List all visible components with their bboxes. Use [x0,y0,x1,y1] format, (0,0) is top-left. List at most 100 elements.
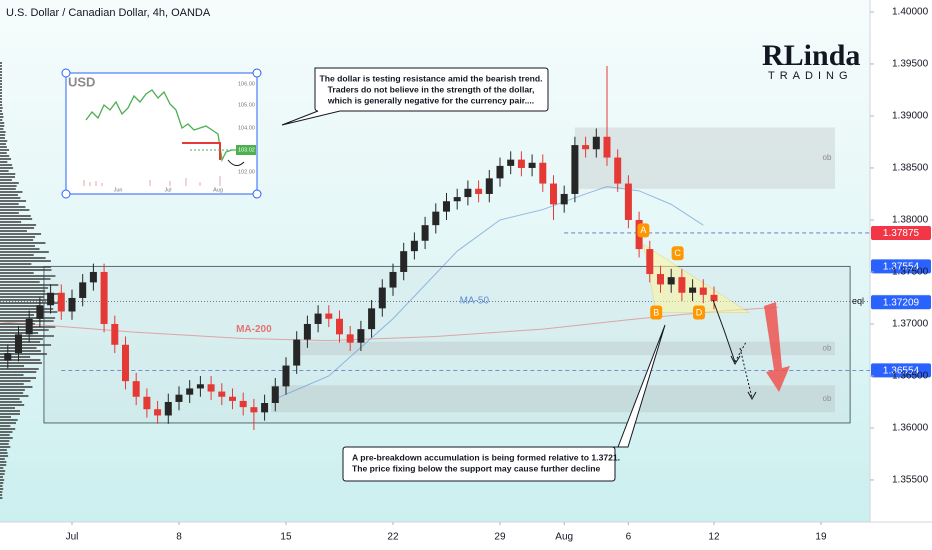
profile-bar [0,137,5,139]
profile-bar [0,119,3,121]
candle-body [432,211,440,226]
candles [4,66,718,431]
y-tick-label: 1.40000 [892,7,929,18]
profile-bar [0,383,24,385]
inset-price-label: 103.02 [238,147,255,153]
candle-body [47,292,55,306]
handle[interactable] [61,68,71,78]
profile-bar [0,86,2,88]
price-tag-note: eql [852,296,864,306]
annotation-line: The dollar is testing resistance amid th… [319,73,542,83]
pattern-label: C [674,248,681,258]
candle-body [368,308,376,330]
candle-body [485,178,493,194]
candle-body [528,162,536,168]
profile-bar [0,131,6,133]
candle-body [699,287,707,295]
profile-bar [0,356,31,358]
candle-body [603,136,611,158]
profile-bar [0,359,41,361]
profile-bar [0,299,50,301]
time-axis-panel [0,522,932,550]
profile-bar [0,221,22,223]
zone-label: ob [823,344,832,353]
annotation-line: A pre-breakdown accumulation is being fo… [352,452,620,462]
profile-bar [0,209,30,211]
profile-bar [0,290,46,292]
inset-volume [83,176,221,186]
profile-bar [0,389,25,391]
inset-level [182,142,221,160]
inset-price-label: 104.00 [238,125,255,131]
profile-bar [0,197,21,199]
profile-bar [0,143,6,145]
inset-month: Jun [114,187,123,193]
profile-bar [0,452,8,454]
profile-bar [0,371,37,373]
profile-bar [0,107,3,109]
profile-bar [0,407,15,409]
profile-bar [0,305,40,307]
candle-body [571,145,579,194]
profile-bar [0,113,4,115]
profile-bar [0,275,56,277]
profile-bar [0,446,11,448]
profile-bar [0,278,51,280]
handle[interactable] [61,189,71,199]
pattern-marker [650,305,663,320]
profile-bar [0,437,13,439]
profile-bar [0,461,7,463]
pattern-marker [693,305,706,320]
profile-bar [0,101,2,103]
moving-average [1,306,779,342]
inset-arrow [227,159,245,166]
inset-price [85,89,238,163]
y-tick-label: 1.36000 [892,423,929,434]
inset-title: USD [68,74,95,89]
handle[interactable] [252,68,262,78]
profile-bar [0,449,7,451]
profile-bar [0,251,49,253]
profile-bar [0,314,35,316]
callout [342,324,666,482]
candle-body [507,159,515,166]
profile-bar [0,317,56,319]
candle-body [250,407,258,413]
candle-body [89,271,97,283]
y-tick-label: 1.37000 [892,319,929,330]
price-tag-label: 1.36554 [883,365,920,376]
profile-bar [0,374,24,376]
candle-body [282,365,290,387]
inset-labels: USD 106.00 105.00 104.00 103.02 102.00 Jun Jul A… [68,74,256,193]
inset-month: Jul [164,187,171,193]
candle-body [614,157,622,184]
projection-arrow [712,299,736,363]
price-tag [871,363,931,378]
candle-body [389,271,397,288]
profile-bar [0,353,47,355]
profile-bar [0,425,11,427]
profile-bar [0,473,5,475]
candle-body [656,274,664,285]
profile-bar [0,104,3,106]
order-block [271,385,835,413]
zone-label: ob [823,153,832,162]
profile-bar [0,239,34,241]
profile-bar [0,257,46,259]
profile-bar [0,401,22,403]
profile-bar [0,158,12,160]
annotation-line: The price fixing below the support may c… [352,463,601,473]
profile-bar [0,362,42,364]
order-block [574,127,835,189]
arrow-head [747,391,757,401]
profile-bar [0,497,3,499]
candle-body [325,313,333,319]
inset-frame [65,72,258,195]
profile-bar [0,149,10,151]
handle[interactable] [252,189,262,199]
y-tick-label: 1.38500 [892,163,929,174]
candle-body [496,165,504,179]
profile-bar [0,392,24,394]
candle-body [539,162,547,184]
profile-bar [0,488,4,490]
